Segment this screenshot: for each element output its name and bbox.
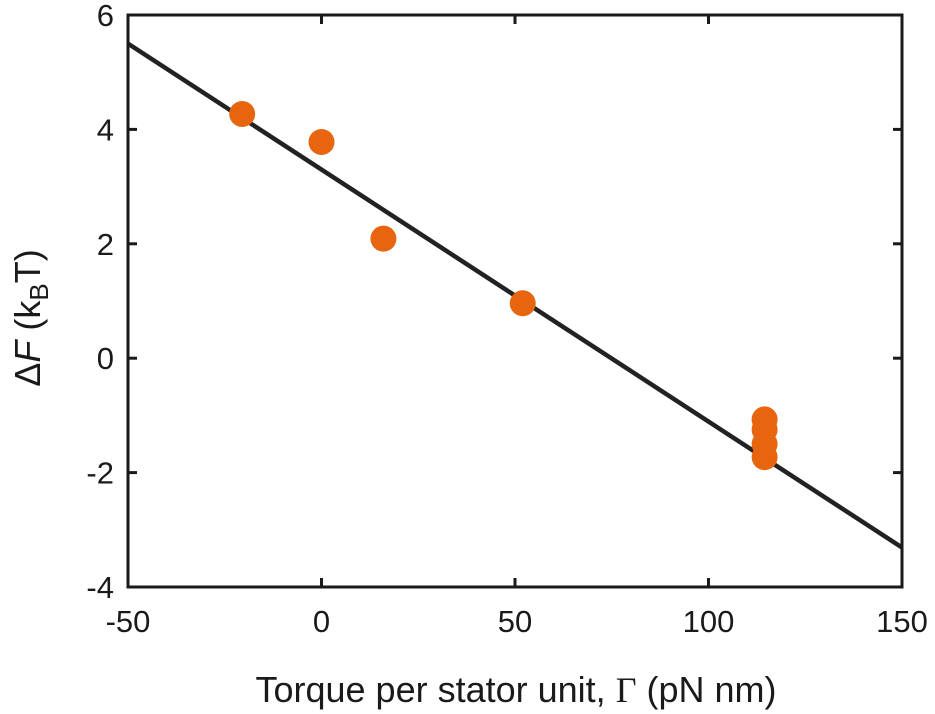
axes-layer: -50 0 50 100 150 -4 -2 0 2 4 6: [86, 0, 927, 639]
data-point: [751, 444, 778, 471]
data-point: [308, 128, 335, 155]
x-tick-label: -50: [106, 604, 151, 639]
data-points-layer: [229, 100, 778, 471]
y-axis-label: ΔF (kBT): [7, 249, 54, 386]
y-tick-label: 4: [97, 112, 114, 147]
y-tick-label: -2: [86, 456, 114, 491]
y-tick-label: 2: [97, 227, 114, 262]
data-point: [229, 100, 256, 127]
data-point: [509, 290, 536, 317]
x-tick-label: 0: [313, 604, 330, 639]
y-tick-label: -4: [86, 570, 114, 605]
x-tick-label: 150: [876, 604, 928, 639]
x-axis-label: Torque per stator unit, Γ (pN nm): [255, 669, 776, 710]
y-tick-label: 6: [97, 0, 114, 33]
x-tick-label: 100: [683, 604, 735, 639]
y-tick-label: 0: [97, 341, 114, 376]
data-point: [370, 225, 397, 252]
x-tick-label: 50: [498, 604, 532, 639]
